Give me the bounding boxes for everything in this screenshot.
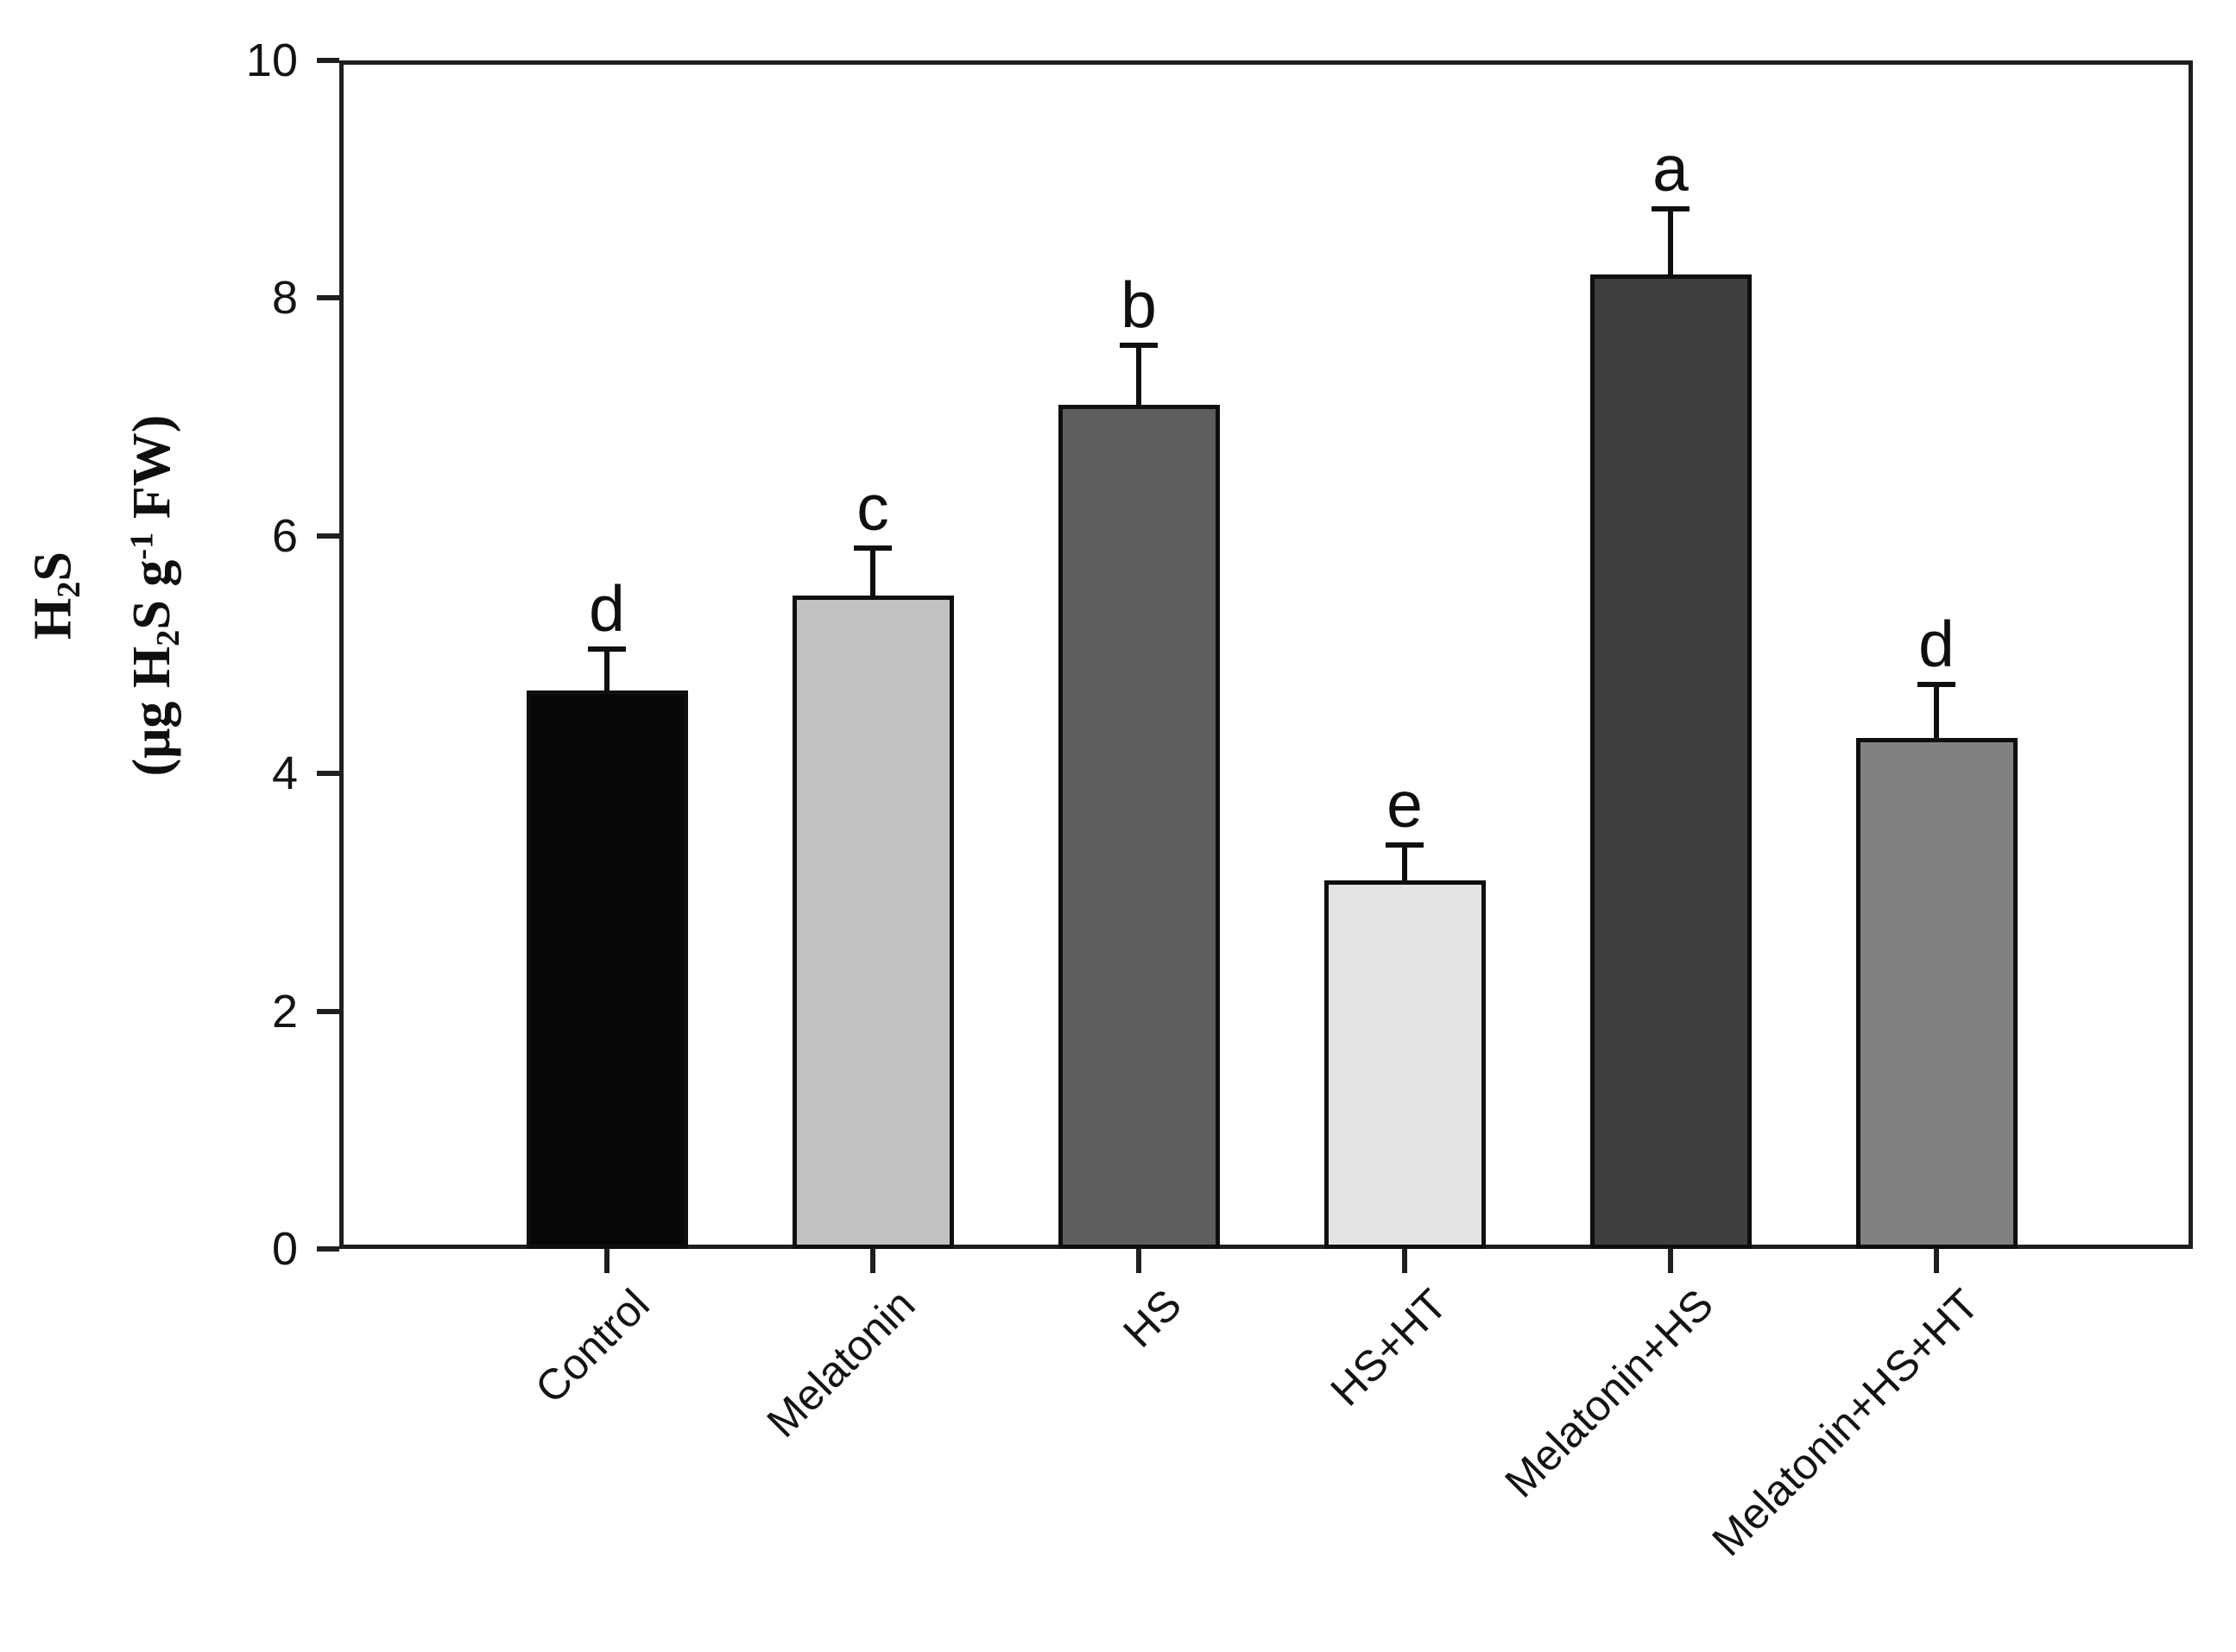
bar-melatonin-hs xyxy=(1589,274,1752,1249)
y-tick-label-8: 8 xyxy=(271,272,298,325)
error-whisker-hs-ht xyxy=(1402,844,1407,881)
y-tick xyxy=(317,1246,339,1252)
error-cap-control xyxy=(588,646,626,652)
y-tick-label-6: 6 xyxy=(271,509,298,562)
sig-letter-d: d xyxy=(1918,607,1955,680)
y-tick xyxy=(317,58,339,63)
error-cap-hs-ht xyxy=(1386,842,1424,848)
sig-letter-b: b xyxy=(1121,268,1157,342)
y-tick-label-0: 0 xyxy=(271,1223,298,1275)
x-tick xyxy=(1402,1249,1407,1273)
x-tick xyxy=(870,1249,875,1273)
y-tick xyxy=(317,771,339,777)
error-whisker-control xyxy=(604,648,610,690)
y-tick-label-2: 2 xyxy=(271,985,298,1037)
y-tick xyxy=(317,295,339,301)
bar-melatonin xyxy=(792,595,954,1249)
sig-letter-e: e xyxy=(1386,767,1423,841)
x-tick xyxy=(1136,1249,1141,1273)
bar-control xyxy=(526,690,688,1249)
error-cap-hs xyxy=(1120,343,1158,349)
error-whisker-melatonin xyxy=(870,547,875,596)
y-tick xyxy=(317,533,339,539)
error-whisker-melatonin-hs-ht xyxy=(1934,684,1939,738)
error-cap-melatonin xyxy=(854,545,892,551)
bar-melatonin-hs-ht xyxy=(1855,737,2018,1249)
bar-hs xyxy=(1058,405,1220,1249)
error-cap-melatonin-hs xyxy=(1652,206,1690,212)
sig-letter-d: d xyxy=(589,571,625,645)
x-tick xyxy=(604,1249,610,1273)
bar-hs-ht xyxy=(1323,880,1486,1249)
y-tick-label-4: 4 xyxy=(271,747,298,800)
error-cap-melatonin-hs-ht xyxy=(1917,681,1955,687)
x-tick xyxy=(1934,1249,1939,1273)
error-whisker-hs xyxy=(1136,345,1141,406)
y-tick-label-10: 10 xyxy=(245,35,298,86)
y-tick xyxy=(317,1008,339,1014)
error-whisker-melatonin-hs xyxy=(1668,209,1673,274)
sig-letter-c: c xyxy=(856,470,889,544)
x-tick xyxy=(1668,1249,1673,1273)
sig-letter-a: a xyxy=(1652,132,1689,205)
